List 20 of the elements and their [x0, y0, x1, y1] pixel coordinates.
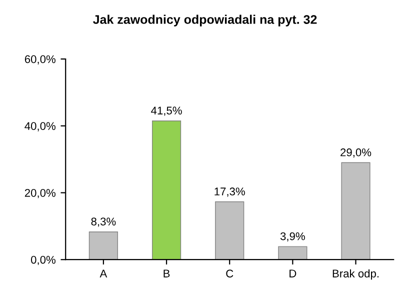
data-label: 29,0% [340, 148, 372, 158]
chart-title: Jak zawodnicy odpowiadali na pyt. 32 [93, 14, 317, 26]
bar [278, 246, 308, 260]
y-tick-label: 0,0% [30, 256, 56, 266]
x-tick-label: A [100, 270, 108, 278]
data-label: 41,5% [151, 106, 182, 116]
data-label: 3,9% [280, 232, 305, 242]
data-label: 8,3% [91, 218, 116, 227]
x-tick-label: Brak odp. [332, 269, 379, 280]
data-label: 17,3% [214, 188, 245, 197]
x-tick-label: C [226, 270, 234, 278]
y-tick-label: 60,0% [24, 55, 56, 64]
x-tick-label: D [290, 270, 296, 278]
bar [152, 120, 182, 260]
bar [341, 162, 370, 260]
bar [88, 232, 118, 260]
y-tick-label: 40,0% [24, 122, 56, 132]
bar [215, 201, 244, 260]
x-tick-label: B [164, 270, 170, 278]
y-tick-label: 20,0% [24, 189, 56, 198]
